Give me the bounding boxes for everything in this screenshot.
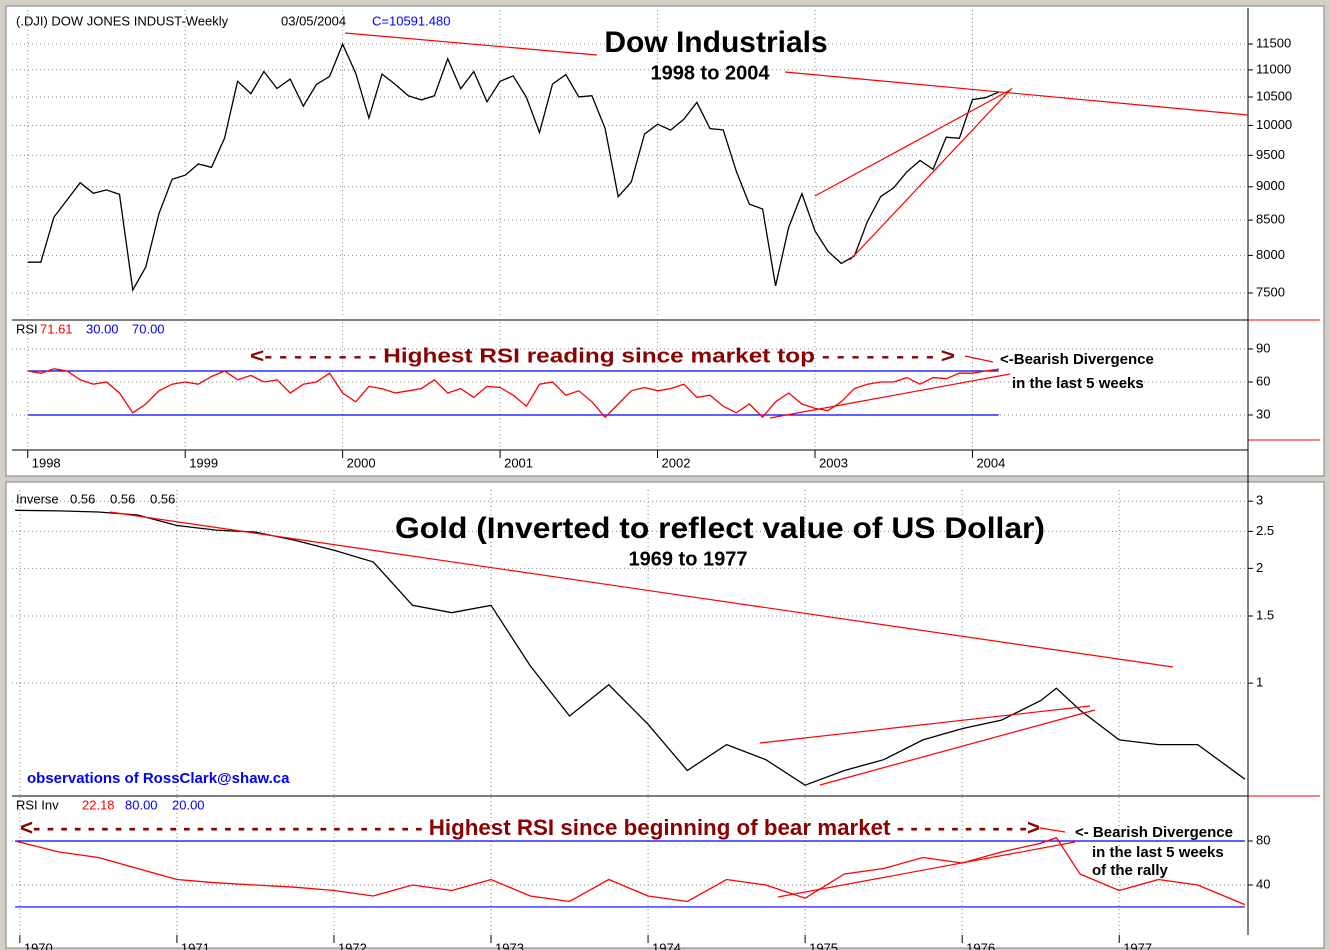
annotation: in the last 5 weeks — [1092, 844, 1224, 861]
x-tick-label: 2003 — [819, 455, 848, 470]
header: 70.00 — [132, 321, 165, 336]
y-tick-label: 11000 — [1256, 61, 1291, 76]
annotation: Gold (Inverted to reflect value of US Do… — [395, 512, 1045, 545]
annotation: Dow Industrials — [604, 26, 827, 59]
x-tick-label: 1970 — [24, 940, 53, 950]
marks: 11500 11000 10500 10000 9500 9000 8500 8000 7500… — [12, 10, 1292, 950]
x-tick-label: 1972 — [338, 940, 367, 950]
x-tick-label: 1973 — [495, 940, 524, 950]
header: Inverse — [16, 491, 59, 506]
trend-line — [759, 705, 1091, 744]
y-tick-label: 90 — [1256, 340, 1270, 355]
x-tick-label: 2001 — [504, 455, 533, 470]
x-tick-label: 1974 — [652, 940, 681, 950]
annotation: <- Bearish Divergence — [1075, 824, 1233, 841]
annotation: <- - - - - - - - Highest RSI reading sin… — [250, 345, 955, 367]
series-line — [27, 368, 999, 419]
trend-lines — [109, 32, 1249, 898]
x-tick-label: 1999 — [189, 455, 218, 470]
header: 03/05/2004 — [281, 13, 346, 28]
y-tick-label: 1.5 — [1256, 607, 1274, 622]
header: 30.00 — [86, 321, 119, 336]
series-line — [27, 42, 1000, 292]
bottom-frame — [5, 481, 1325, 949]
annotation: 1998 to 2004 — [651, 62, 771, 84]
trend-line — [344, 32, 598, 56]
trend-line — [849, 87, 1013, 261]
annotation: observations of RossClark@shaw.ca — [27, 770, 290, 787]
annotation: <- - - - - - - - - - - - - - - - - - - -… — [20, 815, 1040, 840]
x-tick-label: 2004 — [976, 455, 1005, 470]
header: 71.61 — [40, 321, 73, 336]
y-tick-label: 2.5 — [1256, 523, 1274, 538]
x-tick-label: 2000 — [347, 455, 376, 470]
trend-line — [819, 709, 1096, 786]
trend-line — [109, 511, 1174, 668]
x-tick-label: 1976 — [966, 940, 995, 950]
header: 0.56 — [150, 491, 175, 506]
annotation: 1969 to 1977 — [629, 548, 748, 570]
y-tick-label: 30 — [1256, 406, 1270, 421]
trend-line — [814, 89, 1011, 197]
top-frame — [5, 5, 1325, 477]
trend-line — [769, 373, 1011, 419]
annotation: in the last 5 weeks — [1012, 375, 1144, 392]
y-tick-label: 9500 — [1256, 147, 1285, 162]
header: RSI Inv — [16, 797, 59, 812]
series-line — [15, 509, 1246, 786]
x-tick-label: 1998 — [32, 455, 61, 470]
header: 80.00 — [125, 797, 158, 812]
header: 20.00 — [172, 797, 205, 812]
header: C=10591.480 — [372, 13, 450, 28]
annotation: of the rally — [1092, 862, 1169, 879]
y-tick-label: 10000 — [1256, 117, 1292, 132]
y-tick-label: 3 — [1256, 493, 1263, 508]
trend-line — [1039, 827, 1066, 833]
header: 0.56 — [70, 491, 95, 506]
header: 22.18 — [82, 797, 115, 812]
series-line — [14, 836, 1246, 906]
y-tick-label: 80 — [1256, 832, 1270, 847]
annotation: <-Bearish Divergence — [1000, 351, 1154, 368]
trend-line — [777, 841, 1076, 898]
y-tick-label: 40 — [1256, 876, 1270, 891]
y-tick-label: 8500 — [1256, 212, 1285, 227]
y-tick-label: 2 — [1256, 560, 1263, 575]
y-tick-label: 11500 — [1256, 35, 1291, 50]
y-tick-label: 1 — [1256, 675, 1263, 690]
header: 0.56 — [110, 491, 135, 506]
header: RSI — [16, 321, 38, 336]
trend-line — [964, 355, 994, 363]
y-tick-label: 60 — [1256, 373, 1270, 388]
y-tick-label: 8000 — [1256, 247, 1285, 262]
trend-line — [784, 71, 1249, 116]
x-tick-label: 2002 — [662, 455, 691, 470]
y-tick-label: 10500 — [1256, 88, 1292, 103]
x-tick-label: 1971 — [181, 940, 210, 950]
header: (.DJI) DOW JONES INDUST-Weekly — [16, 13, 229, 28]
y-tick-label: 7500 — [1256, 284, 1285, 299]
x-tick-label: 1975 — [809, 940, 838, 950]
x-tick-label: 1977 — [1123, 940, 1152, 950]
y-tick-label: 9000 — [1256, 178, 1285, 193]
